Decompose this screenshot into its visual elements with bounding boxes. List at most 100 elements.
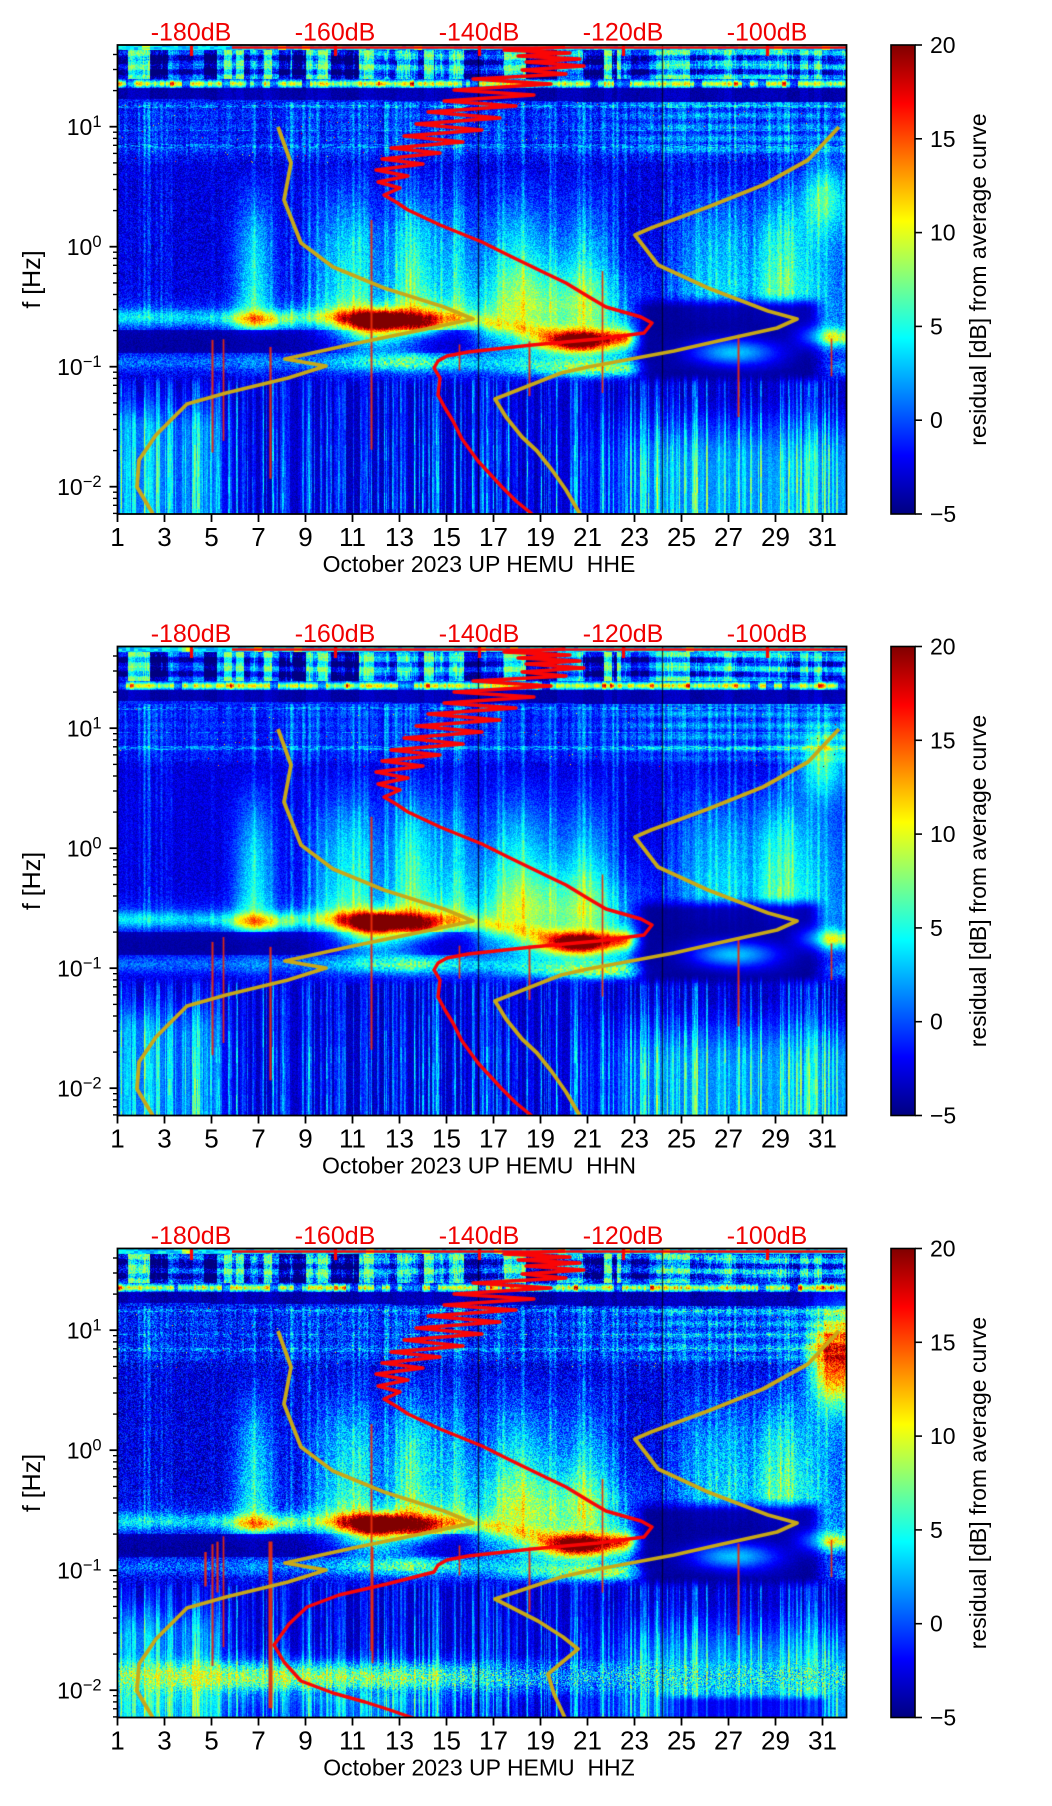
svg-text:21: 21 xyxy=(573,1726,602,1756)
svg-text:0: 0 xyxy=(930,1611,943,1637)
svg-text:October 2023 UP HEMU HHE: October 2023 UP HEMU HHE xyxy=(323,551,636,577)
svg-text:15: 15 xyxy=(930,1329,956,1355)
svg-text:17: 17 xyxy=(479,1726,508,1756)
svg-text:residual [dB] from average cur: residual [dB] from average curve xyxy=(965,113,991,445)
svg-text:5: 5 xyxy=(930,915,943,941)
svg-text:−5: −5 xyxy=(930,501,956,527)
svg-text:29: 29 xyxy=(761,1726,790,1756)
svg-text:10: 10 xyxy=(930,220,956,246)
svg-text:5: 5 xyxy=(930,1517,943,1543)
svg-text:-160dB: -160dB xyxy=(295,620,376,648)
svg-text:5: 5 xyxy=(930,313,943,339)
svg-text:25: 25 xyxy=(667,1124,696,1154)
svg-text:15: 15 xyxy=(432,1726,461,1756)
svg-text:0: 0 xyxy=(930,407,943,433)
svg-text:7: 7 xyxy=(251,522,265,552)
svg-text:101: 101 xyxy=(67,113,102,140)
svg-text:-160dB: -160dB xyxy=(295,1222,376,1250)
svg-text:25: 25 xyxy=(667,1726,696,1756)
svg-text:10−1: 10−1 xyxy=(57,1557,101,1584)
svg-text:15: 15 xyxy=(432,522,461,552)
svg-text:27: 27 xyxy=(714,522,743,552)
svg-text:-120dB: -120dB xyxy=(583,1222,664,1250)
svg-text:5: 5 xyxy=(204,1726,218,1756)
svg-text:13: 13 xyxy=(385,522,414,552)
svg-text:31: 31 xyxy=(808,1124,837,1154)
svg-text:17: 17 xyxy=(479,522,508,552)
svg-text:-100dB: -100dB xyxy=(727,620,808,648)
svg-text:17: 17 xyxy=(479,1124,508,1154)
svg-text:20: 20 xyxy=(930,1236,956,1262)
svg-text:October 2023 UP HEMU HHN: October 2023 UP HEMU HHN xyxy=(322,1153,636,1179)
svg-text:11: 11 xyxy=(339,1124,366,1154)
svg-text:15: 15 xyxy=(930,727,956,753)
svg-text:0: 0 xyxy=(930,1009,943,1035)
svg-text:10−2: 10−2 xyxy=(57,473,101,500)
svg-text:-140dB: -140dB xyxy=(439,19,520,47)
svg-text:−5: −5 xyxy=(930,1705,956,1731)
svg-text:10−1: 10−1 xyxy=(57,353,101,380)
svg-text:11: 11 xyxy=(339,522,366,552)
svg-text:1: 1 xyxy=(110,522,124,552)
svg-text:27: 27 xyxy=(714,1726,743,1756)
svg-text:1: 1 xyxy=(110,1726,124,1756)
svg-text:f [Hz]: f [Hz] xyxy=(18,1454,46,1512)
svg-text:29: 29 xyxy=(761,1124,790,1154)
svg-text:October 2023 UP HEMU HHZ: October 2023 UP HEMU HHZ xyxy=(323,1755,634,1781)
svg-text:13: 13 xyxy=(385,1124,414,1154)
svg-text:residual [dB] from average cur: residual [dB] from average curve xyxy=(965,715,991,1047)
svg-text:20: 20 xyxy=(930,32,956,58)
svg-text:23: 23 xyxy=(620,1726,649,1756)
svg-text:-180dB: -180dB xyxy=(151,1222,232,1250)
svg-text:-120dB: -120dB xyxy=(583,620,664,648)
svg-text:20: 20 xyxy=(930,634,956,660)
svg-text:100: 100 xyxy=(67,233,102,260)
svg-text:f [Hz]: f [Hz] xyxy=(18,250,46,308)
svg-text:23: 23 xyxy=(620,522,649,552)
svg-text:23: 23 xyxy=(620,1124,649,1154)
svg-text:15: 15 xyxy=(930,126,956,152)
svg-text:-180dB: -180dB xyxy=(151,620,232,648)
svg-text:9: 9 xyxy=(298,1124,312,1154)
svg-text:residual [dB] from average cur: residual [dB] from average curve xyxy=(965,1317,991,1649)
svg-text:3: 3 xyxy=(157,1726,171,1756)
svg-text:10−2: 10−2 xyxy=(57,1677,101,1704)
svg-text:-120dB: -120dB xyxy=(583,19,664,47)
svg-text:1: 1 xyxy=(110,1124,124,1154)
svg-text:-140dB: -140dB xyxy=(439,620,520,648)
svg-text:27: 27 xyxy=(714,1124,743,1154)
svg-text:15: 15 xyxy=(432,1124,461,1154)
svg-text:5: 5 xyxy=(204,522,218,552)
svg-text:-140dB: -140dB xyxy=(439,1222,520,1250)
svg-text:100: 100 xyxy=(67,1437,102,1464)
svg-text:29: 29 xyxy=(761,522,790,552)
svg-text:10−1: 10−1 xyxy=(57,955,101,982)
svg-text:3: 3 xyxy=(157,522,171,552)
svg-text:19: 19 xyxy=(526,1124,555,1154)
svg-text:101: 101 xyxy=(67,1317,102,1344)
svg-text:-160dB: -160dB xyxy=(295,19,376,47)
svg-text:13: 13 xyxy=(385,1726,414,1756)
svg-text:21: 21 xyxy=(573,522,602,552)
svg-text:-100dB: -100dB xyxy=(727,1222,808,1250)
svg-text:10: 10 xyxy=(930,821,956,847)
svg-text:−5: −5 xyxy=(930,1103,956,1129)
svg-text:19: 19 xyxy=(526,522,555,552)
svg-text:25: 25 xyxy=(667,522,696,552)
svg-text:100: 100 xyxy=(67,835,102,862)
svg-text:101: 101 xyxy=(67,715,102,742)
svg-text:-180dB: -180dB xyxy=(151,19,232,47)
svg-text:31: 31 xyxy=(808,1726,837,1756)
svg-text:11: 11 xyxy=(339,1726,366,1756)
svg-text:7: 7 xyxy=(251,1124,265,1154)
svg-text:10−2: 10−2 xyxy=(57,1075,101,1102)
svg-text:5: 5 xyxy=(204,1124,218,1154)
svg-text:3: 3 xyxy=(157,1124,171,1154)
svg-text:f [Hz]: f [Hz] xyxy=(18,852,46,910)
svg-text:9: 9 xyxy=(298,522,312,552)
svg-text:-100dB: -100dB xyxy=(727,19,808,47)
svg-text:19: 19 xyxy=(526,1726,555,1756)
svg-text:10: 10 xyxy=(930,1423,956,1449)
svg-text:21: 21 xyxy=(573,1124,602,1154)
svg-text:7: 7 xyxy=(251,1726,265,1756)
